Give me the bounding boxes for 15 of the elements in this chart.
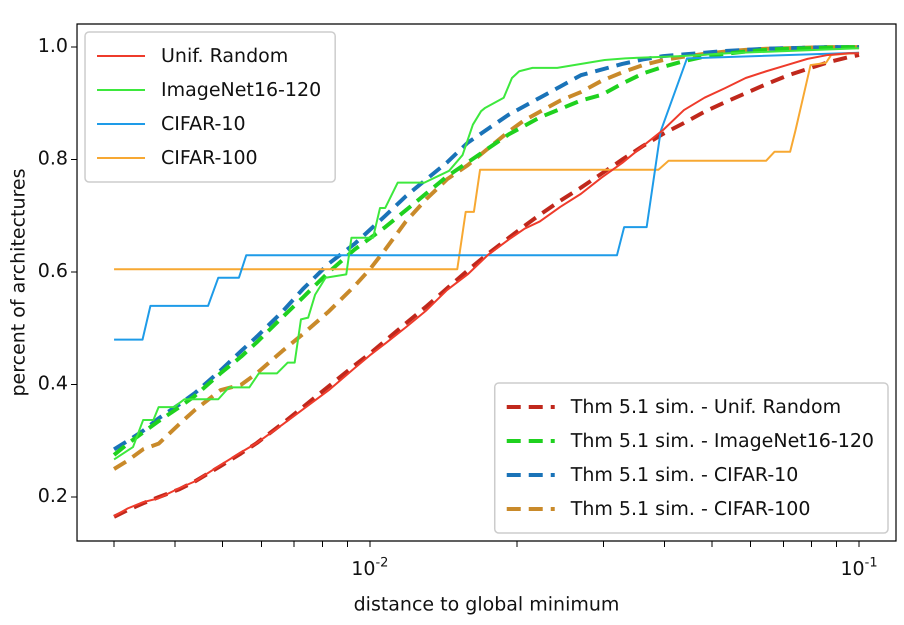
y-tick-label: 1.0: [38, 35, 68, 58]
legend-label: Unif. Random: [161, 44, 288, 67]
legend-label: ImageNet16-120: [161, 78, 322, 101]
legend-label: Thm 5.1 sim. - CIFAR-100: [570, 498, 810, 520]
y-tick-label: 0.4: [38, 372, 68, 395]
legend-label: Thm 5.1 sim. - Unif. Random: [570, 396, 842, 418]
x-axis-title: distance to global minimum: [354, 594, 620, 616]
y-tick-label: 0.6: [38, 260, 68, 282]
legend-label: CIFAR-100: [161, 146, 258, 169]
y-tick-label: 0.2: [38, 485, 68, 508]
y-axis-title: percent of architectures: [7, 168, 30, 397]
legend-label: Thm 5.1 sim. - CIFAR-10: [570, 464, 798, 486]
legend-label: Thm 5.1 sim. - ImageNet16-120: [570, 430, 874, 452]
legend-label: CIFAR-10: [161, 112, 246, 135]
y-tick-label: 0.8: [38, 148, 68, 170]
